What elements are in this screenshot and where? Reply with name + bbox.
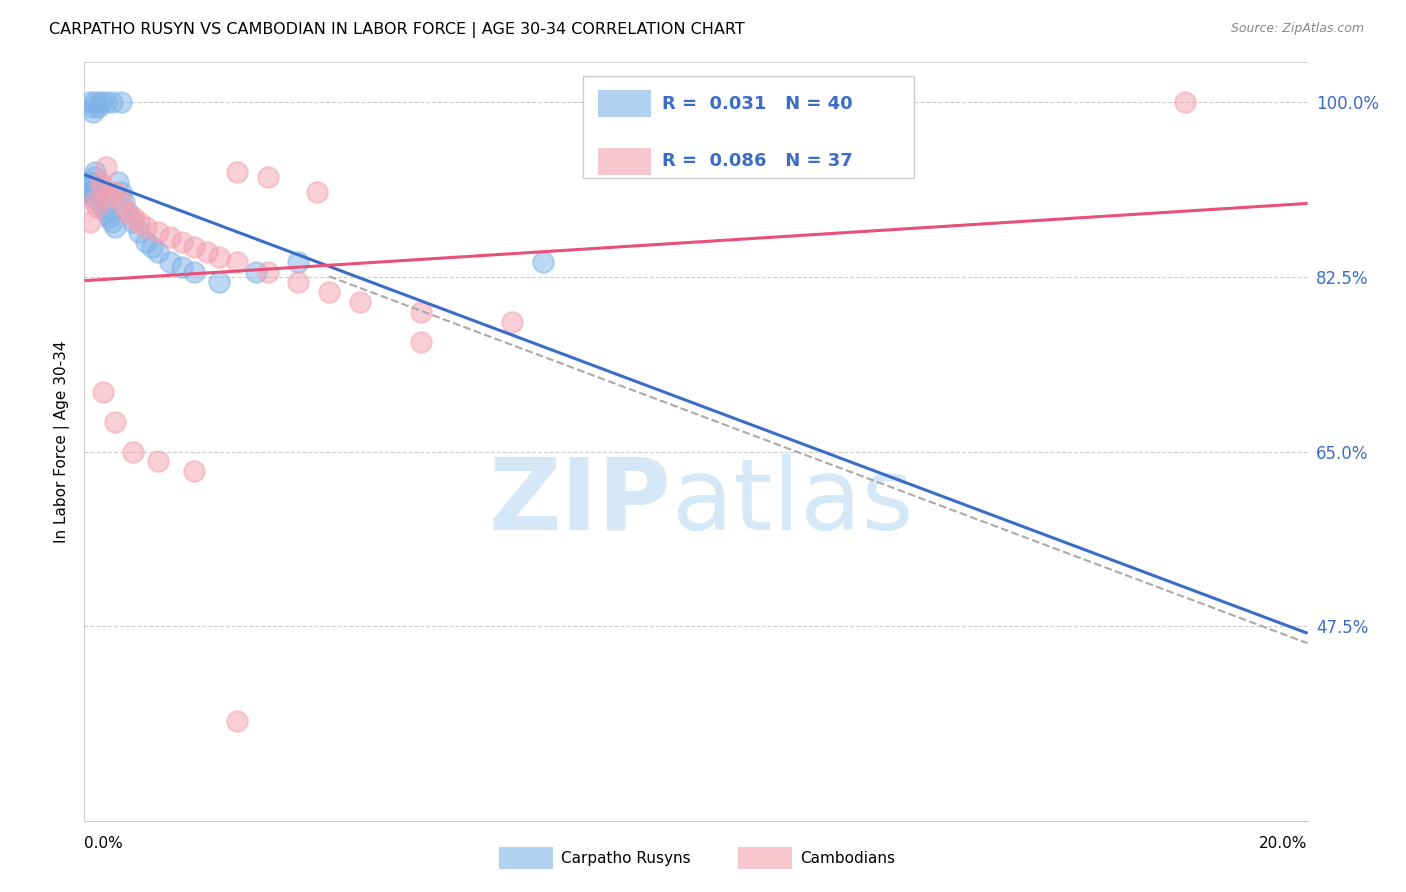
Point bbox=[146, 225, 169, 239]
Point bbox=[80, 100, 103, 114]
Point bbox=[86, 200, 108, 214]
Point bbox=[128, 225, 150, 239]
Point bbox=[110, 185, 132, 199]
Point bbox=[245, 265, 267, 279]
Point bbox=[146, 454, 169, 468]
Point bbox=[409, 305, 432, 319]
Point bbox=[90, 95, 112, 110]
Point bbox=[79, 95, 101, 110]
Point bbox=[79, 180, 101, 194]
Point bbox=[115, 205, 138, 219]
Point bbox=[91, 200, 114, 214]
Point bbox=[115, 205, 138, 219]
Point bbox=[208, 250, 231, 264]
Text: Carpatho Rusyns: Carpatho Rusyns bbox=[561, 851, 690, 865]
Text: 0.0%: 0.0% bbox=[84, 836, 124, 851]
Point bbox=[89, 195, 111, 210]
Point bbox=[76, 185, 98, 199]
Point bbox=[226, 714, 249, 728]
Point bbox=[112, 195, 135, 210]
Point bbox=[172, 235, 194, 249]
Point bbox=[502, 315, 524, 329]
Text: 20.0%: 20.0% bbox=[1260, 836, 1308, 851]
Point bbox=[104, 220, 127, 235]
Point bbox=[128, 215, 150, 229]
Point bbox=[82, 105, 104, 120]
Text: Source: ZipAtlas.com: Source: ZipAtlas.com bbox=[1230, 22, 1364, 36]
Point bbox=[82, 190, 104, 204]
Point bbox=[104, 185, 127, 199]
Point bbox=[135, 220, 157, 235]
Point bbox=[226, 255, 249, 269]
Point bbox=[77, 175, 100, 189]
Point bbox=[183, 465, 205, 479]
Point bbox=[141, 240, 163, 254]
Point bbox=[257, 265, 280, 279]
Point bbox=[122, 444, 145, 458]
Point bbox=[305, 185, 328, 199]
Point bbox=[183, 240, 205, 254]
Point bbox=[79, 215, 101, 229]
Point bbox=[97, 210, 120, 224]
Point bbox=[287, 275, 309, 289]
Point bbox=[80, 185, 103, 199]
Point bbox=[195, 244, 218, 259]
Point bbox=[83, 195, 105, 210]
Text: R =  0.031   N = 40: R = 0.031 N = 40 bbox=[662, 95, 853, 113]
Point bbox=[318, 285, 340, 299]
Point bbox=[94, 160, 117, 174]
Point bbox=[101, 215, 124, 229]
Point bbox=[146, 244, 169, 259]
Point bbox=[97, 190, 120, 204]
Point bbox=[172, 260, 194, 274]
Point bbox=[159, 230, 181, 244]
Point bbox=[94, 205, 117, 219]
Point bbox=[91, 180, 114, 194]
Point bbox=[83, 170, 105, 185]
Point bbox=[135, 235, 157, 249]
Point bbox=[86, 180, 108, 194]
Point bbox=[104, 415, 127, 429]
Point bbox=[122, 215, 145, 229]
Point bbox=[183, 265, 205, 279]
Point bbox=[257, 170, 280, 185]
Y-axis label: In Labor Force | Age 30-34: In Labor Force | Age 30-34 bbox=[55, 340, 70, 543]
Point bbox=[91, 384, 114, 399]
Point bbox=[87, 185, 110, 199]
Point bbox=[1174, 95, 1197, 110]
Point bbox=[409, 334, 432, 349]
Text: Cambodians: Cambodians bbox=[800, 851, 896, 865]
Point bbox=[89, 175, 111, 189]
Point bbox=[84, 165, 107, 179]
Text: R =  0.086   N = 37: R = 0.086 N = 37 bbox=[662, 153, 853, 170]
Text: atlas: atlas bbox=[672, 454, 912, 550]
Point bbox=[287, 255, 309, 269]
Text: CARPATHO RUSYN VS CAMBODIAN IN LABOR FORCE | AGE 30-34 CORRELATION CHART: CARPATHO RUSYN VS CAMBODIAN IN LABOR FOR… bbox=[49, 22, 745, 38]
Point bbox=[107, 175, 129, 189]
Point bbox=[208, 275, 231, 289]
Point bbox=[226, 165, 249, 179]
Point bbox=[101, 95, 124, 110]
Point bbox=[110, 95, 132, 110]
Point bbox=[122, 210, 145, 224]
Point bbox=[87, 100, 110, 114]
Point bbox=[84, 95, 107, 110]
Point bbox=[94, 95, 117, 110]
Point bbox=[531, 255, 554, 269]
Point bbox=[349, 294, 371, 309]
Point bbox=[110, 195, 132, 210]
Text: ZIP: ZIP bbox=[489, 454, 672, 550]
Point bbox=[159, 255, 181, 269]
